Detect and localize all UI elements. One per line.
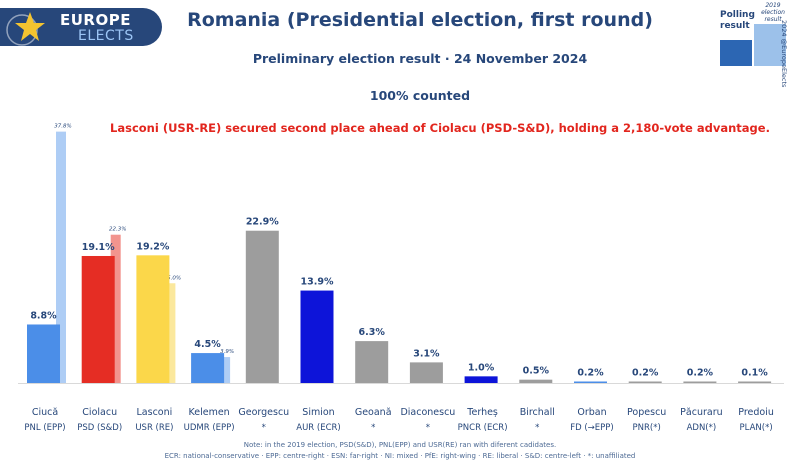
candidate-party: UDMR (EPP) [184, 423, 235, 433]
previous-bar-label: 22.3% [109, 227, 126, 233]
party-legend-note: ECR: national-conservative · EPP: centre… [164, 452, 636, 460]
chart-legend: Polling result 2019 election result [720, 2, 786, 66]
result-bar [519, 379, 553, 383]
result-bar [81, 255, 115, 383]
result-bar [245, 230, 279, 383]
result-bar-label: 0.5% [523, 366, 550, 377]
page-subtitle: Preliminary election result · 24 Novembe… [252, 51, 588, 66]
legend-polling-swatch [720, 40, 752, 66]
previous-bar [56, 131, 66, 383]
candidate-name: Orban [577, 407, 606, 418]
candidate-name: Simion [302, 407, 334, 418]
candidate-name: Kelemen [188, 407, 229, 418]
result-bar [464, 376, 498, 383]
previous-bar [110, 234, 121, 383]
result-bar [191, 353, 225, 383]
result-bar [628, 381, 662, 383]
candidate-party: PNCR (ECR) [458, 423, 508, 433]
result-bar [27, 324, 60, 383]
candidate-name: Lasconi [137, 407, 173, 418]
logo-line1: EUROPE [60, 11, 131, 29]
candidate-party: FD (→EPP) [570, 423, 614, 433]
candidate-name: Terheș [466, 407, 498, 418]
result-bar-label: 3.1% [413, 348, 440, 359]
candidate-name: Birchall [520, 407, 555, 418]
candidate-party: PLAN(*) [740, 423, 773, 433]
candidate-name: Popescu [627, 407, 666, 418]
legend-polling-label: Polling result [720, 10, 755, 31]
page-title: Romania (Presidential election, first ro… [187, 9, 653, 31]
result-bar-label: 19.2% [136, 241, 169, 252]
result-bar-label: 13.9% [301, 277, 334, 288]
candidate-name: Georgescu [238, 407, 289, 418]
candidate-name: Geoană [355, 407, 392, 418]
candidate-name: Diaconescu [400, 407, 455, 418]
candidate-party: * [371, 423, 375, 433]
previous-bar-label: 15.0% [164, 275, 181, 281]
legend-previous-label: 2019 election result [761, 2, 785, 23]
candidate-name: Ciucă [32, 407, 58, 418]
counted-status: 100% counted [369, 88, 471, 103]
result-bar-label: 22.9% [246, 217, 279, 228]
result-bar-label: 0.2% [577, 368, 604, 379]
candidate-party: PNR(*) [633, 423, 661, 433]
candidate-party: PNL (EPP) [24, 423, 65, 433]
candidate-name: Predoiu [738, 407, 774, 418]
candidate-party: ADN(*) [687, 423, 717, 433]
candidate-party: * [426, 423, 430, 433]
result-bar-label: 19.1% [82, 242, 115, 253]
result-bar [574, 381, 607, 383]
candidate-party: AUR (ECR) [296, 423, 341, 433]
candidate-party: PSD (S&D) [77, 423, 122, 433]
result-bar-label: 6.3% [359, 327, 386, 338]
headline-note: Lasconi (USR-RE) secured second place ah… [110, 121, 770, 135]
previous-bar-label: 3.9% [220, 349, 234, 355]
result-bar-label: 0.2% [687, 368, 714, 379]
candidate-party: * [262, 423, 266, 433]
footnote: Note: in the 2019 election, PSD(S&D), PN… [243, 441, 557, 449]
candidate-party: USR (RE) [135, 423, 173, 433]
result-bar [136, 255, 170, 383]
previous-bar [220, 357, 231, 383]
result-bar [355, 341, 389, 383]
candidate-name: Păcuraru [680, 407, 722, 418]
candidate-party: * [535, 423, 539, 433]
result-bar-label: 1.0% [468, 362, 495, 373]
result-bar-label: 8.8% [30, 310, 57, 321]
result-bar [738, 381, 772, 383]
previous-bar-label: 37.8% [54, 124, 71, 130]
logo-line2: ELECTS [78, 28, 134, 44]
candidate-name: Ciolacu [82, 407, 117, 418]
result-bar [683, 381, 717, 383]
europe-elects-logo: EUROPE ELECTS [0, 8, 162, 46]
star-icon [6, 12, 45, 46]
previous-bar [165, 283, 176, 383]
legend-previous-swatch [754, 24, 786, 66]
result-bar-label: 0.1% [741, 368, 768, 379]
result-bar [300, 290, 334, 383]
result-bar-label: 0.2% [632, 368, 659, 379]
result-bar-label: 4.5% [194, 339, 221, 350]
result-bar [409, 362, 443, 383]
